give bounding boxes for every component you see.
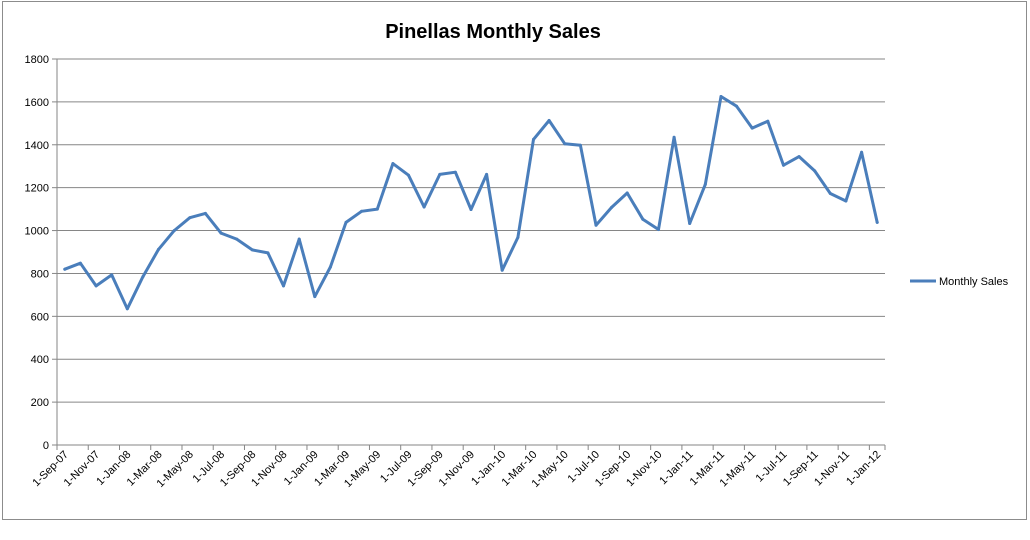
- data-point-2011-12-01: [860, 150, 864, 154]
- data-point-2009-07-01: [407, 173, 410, 177]
- x-tick-label-1-Jan-12: 1-Jan-12: [844, 449, 883, 488]
- data-point-2010-04-01: [547, 119, 551, 122]
- data-point-2011-09-01: [813, 169, 817, 173]
- data-point-2008-07-01: [219, 231, 223, 235]
- data-point-2011-06-01: [766, 119, 770, 123]
- data-point-2012-01-01: [875, 220, 879, 224]
- legend: Monthly Sales: [910, 276, 1009, 288]
- data-point-2011-01-01: [688, 222, 692, 225]
- data-point-2010-12-01: [672, 135, 676, 139]
- data-point-2008-02-01: [141, 275, 145, 279]
- data-point-2011-11-01: [844, 199, 848, 203]
- data-point-2008-11-01: [282, 284, 285, 288]
- data-point-2011-05-01: [750, 126, 754, 130]
- data-point-2010-05-01: [563, 142, 567, 146]
- y-tick-label-800: 800: [31, 268, 49, 280]
- axes: [52, 58, 886, 450]
- y-tick-label-1800: 1800: [25, 54, 49, 66]
- data-point-2009-10-01: [453, 170, 457, 174]
- data-point-2009-06-01: [391, 162, 395, 166]
- series-group: [63, 95, 879, 311]
- data-point-2008-10-01: [266, 251, 270, 255]
- data-point-2011-03-01: [719, 95, 723, 98]
- data-point-2007-11-01: [94, 284, 98, 288]
- data-point-2010-01-01: [500, 268, 504, 272]
- data-point-2008-04-01: [172, 229, 176, 233]
- data-point-2010-08-01: [610, 205, 614, 209]
- data-point-2011-02-01: [703, 182, 707, 186]
- y-tick-label-1000: 1000: [25, 226, 49, 238]
- data-point-2009-08-01: [422, 205, 426, 209]
- chart-frame: Pinellas Monthly Sales 0 200 400 600 800 1000…: [2, 1, 1027, 520]
- data-point-2009-03-01: [344, 220, 348, 224]
- legend-label-monthly-sales: Monthly Sales: [939, 276, 1009, 288]
- data-point-2008-09-01: [250, 248, 254, 252]
- data-point-2009-01-01: [313, 295, 317, 299]
- data-point-2009-04-01: [360, 209, 364, 213]
- y-tick-label-200: 200: [31, 397, 49, 409]
- data-point-2011-07-01: [782, 163, 785, 167]
- data-point-2009-12-01: [485, 172, 489, 176]
- series-line-monthly-sales: [63, 95, 879, 311]
- data-point-2010-03-01: [532, 137, 535, 141]
- y-tick-label-400: 400: [31, 354, 49, 366]
- data-point-2010-06-01: [578, 143, 582, 147]
- data-point-2010-10-01: [641, 217, 645, 221]
- data-point-2011-10-01: [828, 192, 832, 195]
- y-tick-label-1200: 1200: [25, 183, 49, 195]
- data-point-2010-11-01: [657, 228, 660, 231]
- data-point-2010-09-01: [625, 191, 629, 195]
- data-point-2011-04-01: [735, 104, 739, 108]
- y-tick-label-600: 600: [31, 311, 49, 323]
- data-point-2011-08-01: [797, 155, 801, 159]
- data-point-2010-02-01: [516, 235, 520, 239]
- data-point-2010-07-01: [594, 223, 598, 227]
- data-point-2008-01-01: [125, 307, 129, 311]
- y-tick-label-1600: 1600: [25, 97, 49, 109]
- data-point-2009-05-01: [375, 207, 379, 211]
- data-point-2008-06-01: [203, 211, 207, 215]
- x-axis-labels: 1-Sep-071-Nov-071-Jan-081-Mar-081-May-08…: [30, 449, 883, 490]
- data-point-2008-12-01: [297, 237, 301, 241]
- y-tick-label-0: 0: [43, 440, 49, 452]
- gridlines: [57, 58, 885, 403]
- data-point-2008-03-01: [157, 247, 160, 251]
- data-point-2008-08-01: [235, 237, 239, 241]
- data-point-2007-10-01: [78, 261, 82, 265]
- y-axis-labels: 0 200 400 600 800 1000 1200 1400 1600 1800: [25, 54, 49, 452]
- data-point-2008-05-01: [188, 216, 192, 220]
- line-chart: Pinellas Monthly Sales 0 200 400 600 800 1000…: [25, 21, 1009, 490]
- data-point-2007-09-01: [63, 267, 67, 271]
- chart-title: Pinellas Monthly Sales: [385, 21, 601, 43]
- data-point-2007-12-01: [110, 273, 114, 277]
- data-point-2009-09-01: [438, 172, 442, 176]
- data-point-2009-11-01: [469, 208, 473, 211]
- data-point-2009-02-01: [328, 265, 332, 269]
- y-tick-label-1400: 1400: [25, 140, 49, 152]
